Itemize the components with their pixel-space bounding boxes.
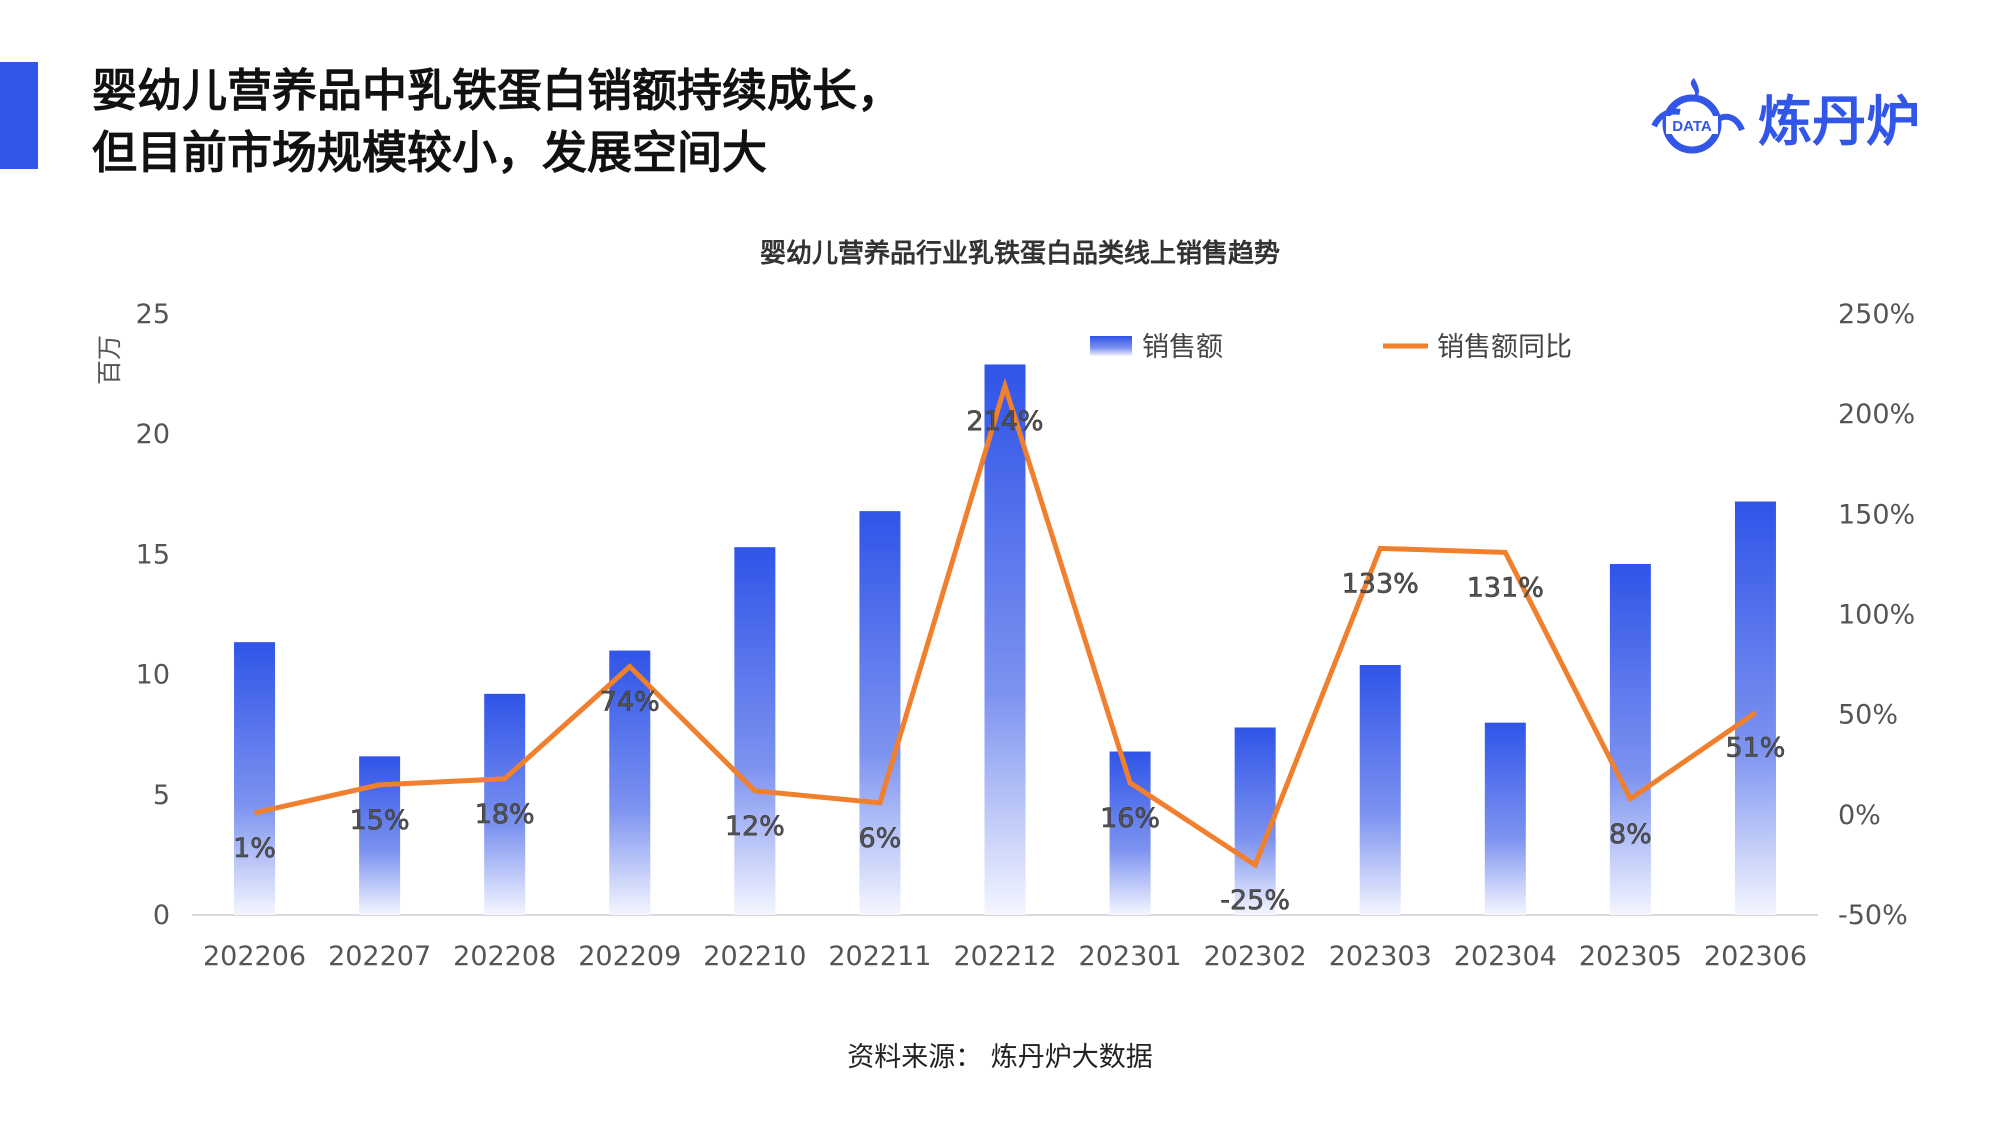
legend-label-yoy: 销售额同比 — [1437, 332, 1572, 363]
x-tick-label: 202206 — [203, 941, 306, 972]
x-tick-label: 202207 — [328, 941, 431, 972]
x-tick-label: 202306 — [1704, 941, 1807, 972]
bar-sales — [1234, 727, 1276, 915]
data-label-yoy: 1% — [233, 833, 276, 864]
title-accent-bar — [0, 62, 38, 169]
x-tick-label: 202304 — [1454, 941, 1557, 972]
data-label-yoy: 15% — [350, 805, 410, 836]
bar-sales — [984, 364, 1026, 915]
data-label-yoy: 133% — [1342, 568, 1419, 599]
y-right-tick-label: -50% — [1838, 900, 1908, 931]
y-right-tick-label: 100% — [1838, 600, 1915, 631]
page-title-line-2: 但目前市场规模较小，发展空间大 — [92, 126, 768, 179]
y-right-tick-label: 200% — [1838, 399, 1915, 430]
legend-swatch-sales — [1090, 336, 1132, 356]
bar-sales — [734, 547, 776, 915]
bar-sales — [859, 511, 901, 915]
line-yoy — [253, 377, 1757, 869]
y-right-tick-label: 0% — [1838, 800, 1881, 831]
x-tick-label: 202210 — [703, 941, 806, 972]
legend-label-sales: 销售额 — [1142, 332, 1223, 363]
data-label-yoy: 8% — [1609, 819, 1652, 850]
bar-sales — [1734, 501, 1776, 915]
data-label-yoy: 16% — [1100, 803, 1160, 834]
data-label-yoy: 6% — [859, 823, 902, 854]
page-title: 婴幼儿营养品中乳铁蛋白销额持续成长， 但目前市场规模较小，发展空间大 — [92, 60, 902, 184]
data-label-yoy: 131% — [1467, 572, 1544, 603]
y-left-tick-label: 15 — [136, 539, 170, 570]
bar-sales — [1609, 564, 1651, 915]
bar-sales — [609, 650, 651, 915]
data-source-note: 资料来源： 炼丹炉大数据 — [847, 1042, 1153, 1073]
y-left-tick-label: 0 — [153, 900, 170, 931]
x-tick-label: 202305 — [1579, 941, 1682, 972]
x-tick-label: 202302 — [1204, 941, 1307, 972]
x-tick-label: 202212 — [953, 941, 1056, 972]
data-label-yoy: 18% — [475, 799, 535, 830]
svg-text:DATA: DATA — [1672, 118, 1712, 135]
x-tick-label: 202208 — [453, 941, 556, 972]
furnace-data-icon: DATA — [1651, 78, 1745, 154]
x-tick-label: 202301 — [1079, 941, 1182, 972]
data-label-yoy: 51% — [1725, 733, 1785, 764]
data-label-yoy: 12% — [725, 811, 785, 842]
x-tick-label: 202211 — [828, 941, 931, 972]
brand-logo: DATA 炼丹炉 — [1650, 74, 1920, 158]
x-tick-label: 202209 — [578, 941, 681, 972]
bar-sales — [1359, 664, 1401, 915]
chart-title: 婴幼儿营养品行业乳铁蛋白品类线上销售趋势 — [760, 238, 1280, 269]
bar-sales — [1484, 722, 1526, 915]
x-tick-label: 202303 — [1329, 941, 1432, 972]
y-right-tick-label: 50% — [1838, 700, 1898, 731]
y-right-tick-label: 250% — [1838, 299, 1915, 330]
y-left-tick-label: 25 — [136, 299, 170, 330]
data-label-yoy: 74% — [600, 687, 660, 718]
bar-sales — [484, 693, 526, 915]
data-label-yoy: -25% — [1220, 885, 1290, 916]
y-left-tick-label: 20 — [136, 419, 170, 450]
data-label-yoy: 214% — [966, 406, 1043, 437]
page-title-line-1: 婴幼儿营养品中乳铁蛋白销额持续成长， — [92, 64, 903, 117]
logo-text: 炼丹炉 — [1758, 89, 1920, 153]
y-right-tick-label: 150% — [1838, 499, 1915, 530]
chart-legend: 销售额 销售额同比 — [1090, 332, 1572, 363]
bar-sales — [234, 642, 276, 915]
y-left-tick-label: 5 — [153, 780, 170, 811]
y-left-tick-label: 10 — [136, 660, 170, 691]
y-axis-left-label: 百万 — [95, 335, 124, 385]
